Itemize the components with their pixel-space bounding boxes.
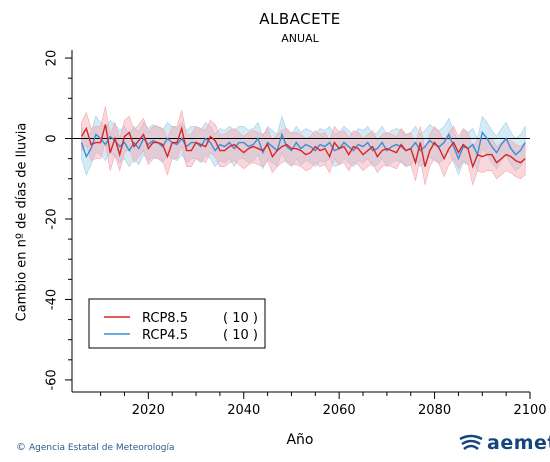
aemet-logo: aemet bbox=[458, 432, 550, 454]
x-axis-label: Año bbox=[286, 432, 314, 448]
legend: RCP8.5 ( 10 ) RCP4.5 ( 10 ) bbox=[88, 298, 266, 349]
axes: 20 0 -20 -40 -60 2020 2040 2060 2080 2100 bbox=[45, 50, 547, 418]
x-tick-label: 2080 bbox=[418, 403, 451, 418]
chart-title: ALBACETE bbox=[259, 10, 341, 28]
chart-subtitle: ANUAL bbox=[281, 32, 319, 45]
credit-text-wrap: © Agencia Estatal de Meteorología bbox=[16, 442, 175, 453]
aemet-logo-text: aemet bbox=[487, 432, 550, 454]
band-rcp85 bbox=[81, 106, 526, 186]
x-tick-label: 2020 bbox=[132, 403, 165, 418]
legend-count-rcp85: ( 10 ) bbox=[223, 311, 258, 326]
y-tick-label: -20 bbox=[45, 208, 60, 229]
series-line-rcp45 bbox=[80, 130, 526, 161]
series-line-rcp85 bbox=[80, 124, 526, 169]
x-tick-label: 2040 bbox=[227, 403, 260, 418]
credit-text: Agencia Estatal de Meteorología bbox=[29, 443, 175, 453]
y-tick-label: -40 bbox=[45, 289, 60, 310]
legend-box bbox=[88, 298, 266, 349]
legend-label-rcp45: RCP4.5 bbox=[142, 328, 188, 343]
x-tick-label: 2100 bbox=[513, 403, 546, 418]
aemet-logo-icon bbox=[459, 434, 483, 450]
legend-count-rcp45: ( 10 ) bbox=[223, 328, 258, 343]
y-tick-label: -60 bbox=[45, 369, 60, 390]
x-tick-label: 2060 bbox=[323, 403, 356, 418]
series-lines bbox=[80, 124, 526, 169]
y-tick-label: 0 bbox=[45, 134, 60, 142]
legend-label-rcp85: RCP8.5 bbox=[142, 311, 188, 326]
y-tick-label: 20 bbox=[45, 50, 60, 67]
copyright-icon: © bbox=[16, 442, 26, 453]
uncertainty-bands bbox=[81, 106, 526, 186]
